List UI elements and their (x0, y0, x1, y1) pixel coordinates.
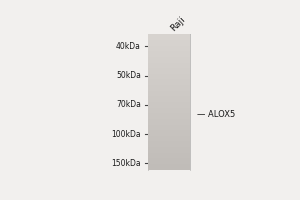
Text: 100kDa: 100kDa (111, 130, 141, 139)
Text: 150kDa: 150kDa (111, 159, 141, 168)
Text: 40kDa: 40kDa (116, 42, 141, 51)
Text: Raji: Raji (169, 15, 187, 33)
Text: 50kDa: 50kDa (116, 71, 141, 80)
Text: — ALOX5: — ALOX5 (197, 110, 235, 119)
Text: 70kDa: 70kDa (116, 100, 141, 109)
Bar (148, 110, 190, 119)
